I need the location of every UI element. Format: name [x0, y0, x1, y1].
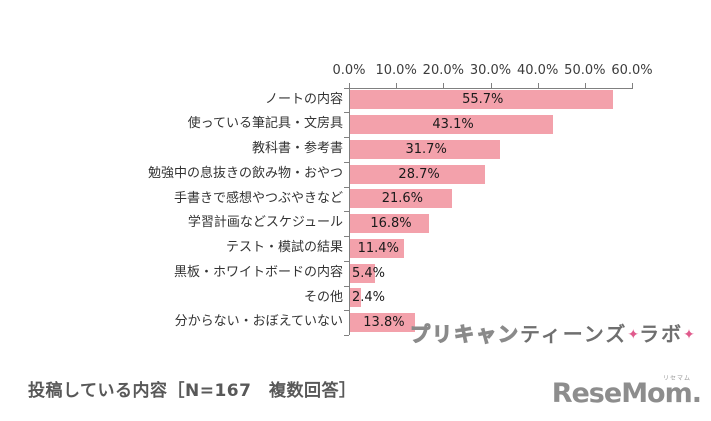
y-axis-line [349, 87, 350, 335]
chart-caption: 投稿している内容［N=167 複数回答］ [28, 381, 357, 401]
bar-value-label: 2.4% [352, 290, 386, 306]
bar: 28.7% [350, 164, 486, 184]
bar: 43.1% [350, 115, 554, 135]
x-axis-tick-mark [396, 82, 398, 88]
bar-value-label: 5.4% [352, 265, 386, 281]
x-axis-tick-label: 60.0% [611, 63, 653, 78]
x-axis-tick-mark [443, 82, 445, 88]
category-label: ノートの内容 [264, 91, 343, 107]
category-label: 教科書・参考書 [251, 141, 343, 156]
x-axis-tick-label: 40.0% [517, 63, 559, 78]
bar: 31.7% [350, 139, 500, 159]
bar-value-label: 28.7% [398, 166, 440, 182]
sparkle-icon: ✦ [627, 327, 640, 343]
bar: 55.7% [350, 90, 613, 110]
bar-value-label: 11.4% [357, 240, 399, 256]
logo-text: ReseMom. [551, 378, 702, 409]
bar-value-label: 13.8% [363, 315, 405, 331]
watermark-pricam: プリキャン [409, 321, 520, 346]
category-label: 使っている筆記具・文房具 [187, 116, 343, 132]
category-label: 勉強中の息抜きの飲み物・おやつ [147, 165, 343, 181]
x-axis-tick-mark [537, 82, 539, 88]
x-axis-tick-mark [632, 82, 633, 88]
bar: 16.8% [350, 214, 430, 234]
bar: 13.8% [350, 313, 416, 333]
y-axis-tick-mark [344, 211, 349, 213]
y-axis-tick-mark [344, 285, 349, 287]
category-label: 黒板・ホワイトボードの内容 [173, 264, 343, 280]
watermark-teens: ティーンズ [520, 322, 628, 346]
y-axis-tick-mark [344, 260, 349, 262]
watermark-labo: ラボ [639, 322, 684, 346]
bar: 11.4% [350, 238, 404, 258]
sparkle-icon: ✦ [683, 327, 695, 343]
category-label: 手書きで感想やつぶやきなど [173, 190, 343, 206]
category-label: その他 [303, 289, 343, 305]
y-axis-tick-mark [344, 87, 349, 89]
y-axis-tick-mark [344, 186, 349, 188]
x-axis-tick-label: 0.0% [332, 63, 366, 78]
x-axis-tick-label: 10.0% [375, 63, 417, 78]
x-axis-tick-label: 30.0% [469, 63, 512, 78]
y-axis-tick-mark [344, 161, 349, 163]
x-axis-tick-mark [490, 82, 492, 88]
category-label: 分からない・おぼえていない [174, 314, 343, 330]
x-axis-tick-label: 20.0% [422, 63, 464, 78]
bar: 21.6% [350, 189, 452, 209]
resemom-logo: リセマム ReseMom. [551, 375, 702, 409]
x-axis-tick-mark [584, 82, 586, 88]
bar-value-label: 16.8% [370, 216, 412, 232]
y-axis-tick-mark [344, 112, 349, 114]
bar-value-label: 43.1% [432, 117, 474, 133]
y-axis-tick-mark [344, 236, 349, 237]
y-axis-tick-mark [344, 137, 349, 138]
x-axis-line [349, 87, 633, 89]
bar: 2.4% [350, 288, 385, 308]
logo-ruby-text: リセマム [662, 375, 691, 382]
y-axis-tick-mark [344, 310, 349, 312]
bar-value-label: 21.6% [381, 191, 423, 207]
bar-value-label: 31.7% [405, 141, 447, 157]
category-label: テスト・模試の結果 [225, 240, 343, 255]
watermark: プリキャンティーンズ✦ラボ✦ [409, 318, 695, 347]
x-axis-tick-label: 50.0% [564, 63, 606, 78]
bar-value-label: 55.7% [462, 92, 504, 108]
bar: 5.4% [350, 263, 385, 283]
x-axis-tick-mark [349, 82, 350, 88]
y-axis-tick-mark [344, 335, 349, 336]
category-label: 学習計画などスケジュール [187, 215, 343, 231]
